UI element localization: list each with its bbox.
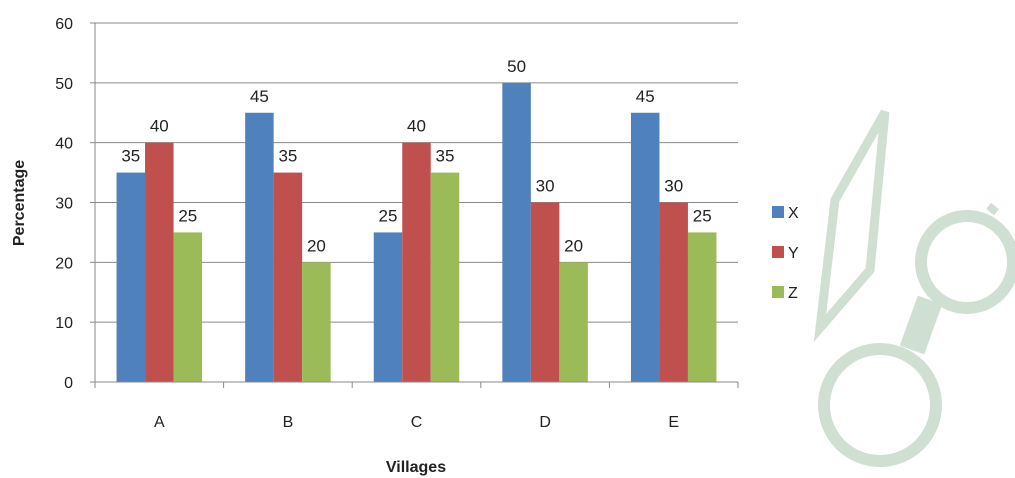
legend-label-x: X bbox=[788, 205, 799, 222]
data-label: 20 bbox=[564, 236, 583, 255]
y-tick-label: 10 bbox=[55, 315, 73, 332]
legend: X Y Z bbox=[772, 205, 799, 302]
bar-x-e bbox=[630, 112, 660, 382]
legend-swatch-z bbox=[772, 286, 784, 298]
data-label: 35 bbox=[278, 147, 297, 166]
bar-x-d bbox=[502, 82, 531, 382]
x-tick-label: E bbox=[668, 414, 679, 431]
x-tick-label: D bbox=[539, 414, 551, 431]
bars bbox=[116, 82, 717, 382]
data-label: 35 bbox=[436, 147, 455, 166]
bar-z-c bbox=[430, 172, 460, 382]
bar-z-e bbox=[687, 232, 717, 382]
data-label: 45 bbox=[250, 87, 269, 106]
bar-x-c bbox=[373, 232, 403, 382]
data-labels: 35 40 25 45 35 20 25 40 35 50 30 20 45 30 25 bbox=[121, 57, 712, 255]
legend-label-z: Z bbox=[788, 285, 798, 302]
data-label: 40 bbox=[150, 117, 169, 136]
legend-label-y: Y bbox=[788, 245, 799, 262]
legend-swatch-y bbox=[772, 246, 784, 258]
data-label: 25 bbox=[178, 206, 197, 225]
y-axis-title: Percentage bbox=[11, 160, 28, 246]
bar-z-d bbox=[559, 262, 588, 382]
data-label: 50 bbox=[507, 57, 526, 76]
bar-y-a bbox=[145, 142, 174, 382]
bar-x-b bbox=[245, 112, 274, 382]
bar-y-c bbox=[402, 142, 431, 382]
data-label: 40 bbox=[407, 117, 426, 136]
data-label: 25 bbox=[693, 206, 712, 225]
axes: 0 10 20 30 40 50 60 A B C D E bbox=[55, 16, 739, 431]
y-tick-label: 50 bbox=[55, 76, 73, 93]
y-tick-label: 20 bbox=[55, 255, 73, 272]
legend-swatch-x bbox=[772, 206, 784, 218]
data-label: 30 bbox=[536, 177, 555, 196]
data-label: 45 bbox=[636, 87, 655, 106]
x-axis-title: Villages bbox=[386, 459, 446, 476]
y-tick-label: 60 bbox=[55, 16, 73, 33]
x-tick-label: C bbox=[411, 414, 423, 431]
bar-z-b bbox=[302, 262, 331, 382]
bar-y-d bbox=[530, 202, 560, 382]
x-tick-label: B bbox=[283, 414, 294, 431]
bar-y-b bbox=[273, 172, 303, 382]
bar-y-e bbox=[659, 202, 688, 382]
y-tick-label: 40 bbox=[55, 136, 73, 153]
y-tick-label: 0 bbox=[64, 375, 73, 392]
data-label: 20 bbox=[307, 236, 326, 255]
x-tick-label: A bbox=[154, 414, 165, 431]
watermark-logo bbox=[813, 109, 1015, 467]
bar-z-a bbox=[173, 232, 203, 382]
data-label: 25 bbox=[379, 206, 398, 225]
data-label: 30 bbox=[664, 177, 683, 196]
y-tick-label: 30 bbox=[55, 196, 73, 213]
bar-x-a bbox=[116, 172, 146, 382]
data-label: 35 bbox=[121, 147, 140, 166]
